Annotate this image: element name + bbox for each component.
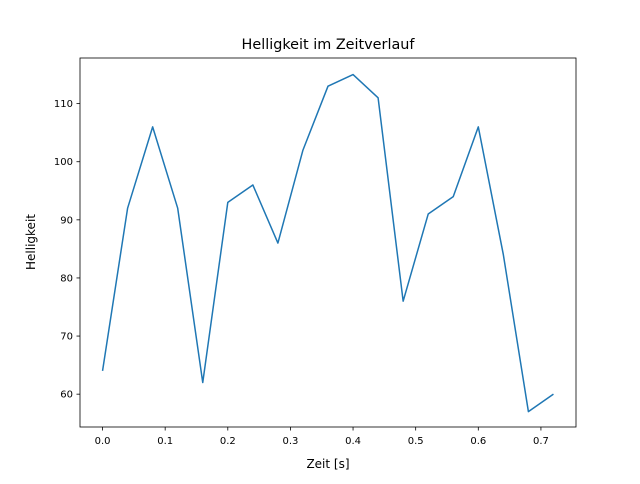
x-tick-label: 0.0 — [95, 436, 111, 447]
y-tick-label: 100 — [54, 157, 73, 168]
x-tick-label: 0.3 — [282, 436, 298, 447]
y-tick-label: 80 — [60, 273, 73, 284]
y-tick-label: 60 — [60, 390, 73, 401]
y-tick-label: 90 — [60, 215, 73, 226]
chart-title: Helligkeit im Zeitverlauf — [242, 37, 416, 53]
y-axis-label: Helligkeit — [24, 214, 38, 270]
x-tick-label: 0.7 — [533, 436, 549, 447]
series-line-helligkeit — [103, 75, 554, 412]
y-axis: 60 70 80 90 100 110 — [54, 99, 80, 401]
x-tick-label: 0.1 — [157, 436, 173, 447]
series-group — [103, 75, 554, 412]
x-tick-label: 0.2 — [220, 436, 236, 447]
y-tick-label: 70 — [60, 332, 73, 343]
x-axis-label: Zeit [s] — [306, 457, 349, 471]
x-axis: 0.0 0.1 0.2 0.3 0.4 0.5 0.6 0.7 — [95, 427, 549, 447]
y-tick-label: 110 — [54, 99, 73, 110]
x-tick-label: 0.6 — [470, 436, 486, 447]
x-tick-label: 0.5 — [408, 436, 424, 447]
x-tick-label: 0.4 — [345, 436, 361, 447]
